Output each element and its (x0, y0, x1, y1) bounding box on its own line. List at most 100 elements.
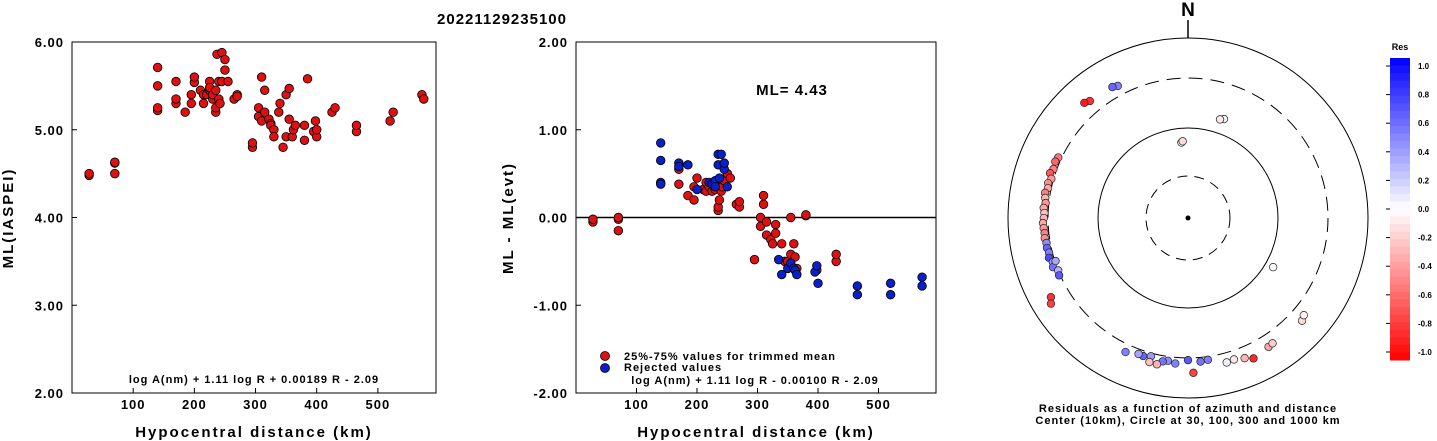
y-axis-label: ML - ML(evt) (500, 162, 517, 274)
data-point (388, 107, 398, 117)
data-point (152, 62, 163, 73)
residual-point (1121, 347, 1130, 357)
colorbar-segment (1390, 156, 1410, 165)
x-tick-label: 300 (745, 397, 770, 412)
residual-point (1215, 115, 1225, 124)
data-point (312, 125, 322, 135)
data-point (719, 158, 729, 168)
colorbar-tick-label: -0.4 (1418, 262, 1432, 271)
residual-point (1268, 262, 1278, 272)
colorbar-tick-label: 0.4 (1418, 148, 1430, 157)
data-point (656, 138, 666, 148)
colorbar-segment (1390, 125, 1410, 134)
data-point (714, 173, 725, 183)
data-point (777, 239, 787, 249)
data-point (186, 98, 196, 109)
colorbar-segment (1390, 239, 1410, 248)
data-point (683, 160, 693, 170)
data-point (171, 94, 181, 104)
data-point (773, 254, 784, 265)
data-point (385, 116, 395, 126)
data-point (223, 76, 233, 87)
colorbar-segment (1390, 193, 1410, 202)
data-point (290, 120, 300, 131)
colorbar-segment (1390, 171, 1410, 180)
residual-point (1108, 82, 1117, 92)
residual-point (1229, 355, 1239, 364)
data-point (152, 81, 163, 91)
data-point (613, 225, 624, 236)
data-point (189, 72, 200, 82)
colorbar-segment (1390, 186, 1410, 195)
x-axis-label: Hypocentral distance (km) (135, 424, 373, 441)
data-point (256, 72, 267, 82)
data-point (689, 195, 699, 205)
legend-marker-rejected (600, 363, 610, 373)
residual-point (1268, 339, 1277, 348)
data-point (786, 212, 796, 223)
colorbar-tick-label: 0.0 (1418, 205, 1430, 214)
data-point (186, 89, 196, 100)
colorbar-segment (1390, 148, 1410, 157)
data-point (674, 179, 684, 189)
residual-point (1183, 355, 1193, 365)
residual-point (1222, 358, 1231, 367)
colorbar-segment (1390, 231, 1410, 240)
x-tick-label: 500 (866, 397, 891, 412)
colorbar-tick-label: -0.6 (1418, 291, 1432, 300)
colorbar-segment (1390, 201, 1410, 210)
colorbar-segment (1390, 261, 1410, 270)
data-point (885, 278, 896, 289)
x-tick-label: 200 (182, 397, 207, 412)
data-point (180, 107, 190, 117)
colorbar-segment (1390, 110, 1410, 119)
residual-point (1189, 368, 1198, 377)
chart-title: 20221129235100 (437, 11, 567, 28)
data-point (692, 184, 702, 195)
y-tick-label: 0.00 (539, 211, 568, 226)
colorbar-tick-label: 1.0 (1418, 62, 1430, 71)
map-caption-line2: Center (10km), Circle at 30, 100, 300 an… (1035, 415, 1340, 427)
y-tick-label: 3.00 (35, 298, 64, 313)
colorbar-segment (1390, 284, 1410, 293)
data-point (351, 120, 362, 131)
data-point (613, 212, 624, 223)
colorbar-segment (1390, 254, 1410, 263)
colorbar-segment (1390, 307, 1410, 316)
y-tick-label: 2.00 (539, 35, 568, 50)
data-point (656, 155, 666, 166)
data-point (789, 239, 799, 249)
colorbar-segment (1390, 58, 1410, 67)
data-point (761, 217, 772, 227)
colorbar-segment (1390, 163, 1410, 172)
data-point (722, 182, 732, 192)
ring-100km (1097, 127, 1279, 309)
data-point (299, 120, 310, 131)
data-point (215, 98, 225, 109)
data-point (299, 135, 310, 145)
data-point (330, 103, 340, 113)
colorbar-tick-label: -1.0 (1418, 348, 1432, 357)
ring-1000km (1007, 37, 1369, 399)
x-axis-label: Hypocentral distance (km) (637, 424, 875, 441)
colorbar-segment (1390, 322, 1410, 331)
colorbar-segment (1390, 299, 1410, 308)
map-caption-line1: Residuals as a function of azimuth and d… (1039, 403, 1337, 415)
colorbar-tick-label: -0.8 (1418, 319, 1432, 328)
panel-ml-residual: 100 200 300 400 500 -2.00 -1.00 0.00 1.00 2.00 ML… (500, 35, 937, 441)
data-point (767, 239, 778, 249)
data-point (716, 149, 726, 160)
colorbar-tick-label: 0.6 (1418, 119, 1430, 128)
data-point (758, 190, 769, 201)
data-point (274, 107, 284, 117)
x-tick-label: 400 (304, 397, 329, 412)
data-point (110, 157, 120, 167)
x-tick-label: 200 (685, 397, 710, 412)
data-point (152, 103, 163, 113)
colorbar-segment (1390, 337, 1410, 346)
residual-point (1134, 349, 1143, 359)
data-point (770, 228, 781, 238)
data-point (792, 269, 802, 280)
data-point (588, 214, 598, 224)
residual-point (1046, 299, 1056, 308)
